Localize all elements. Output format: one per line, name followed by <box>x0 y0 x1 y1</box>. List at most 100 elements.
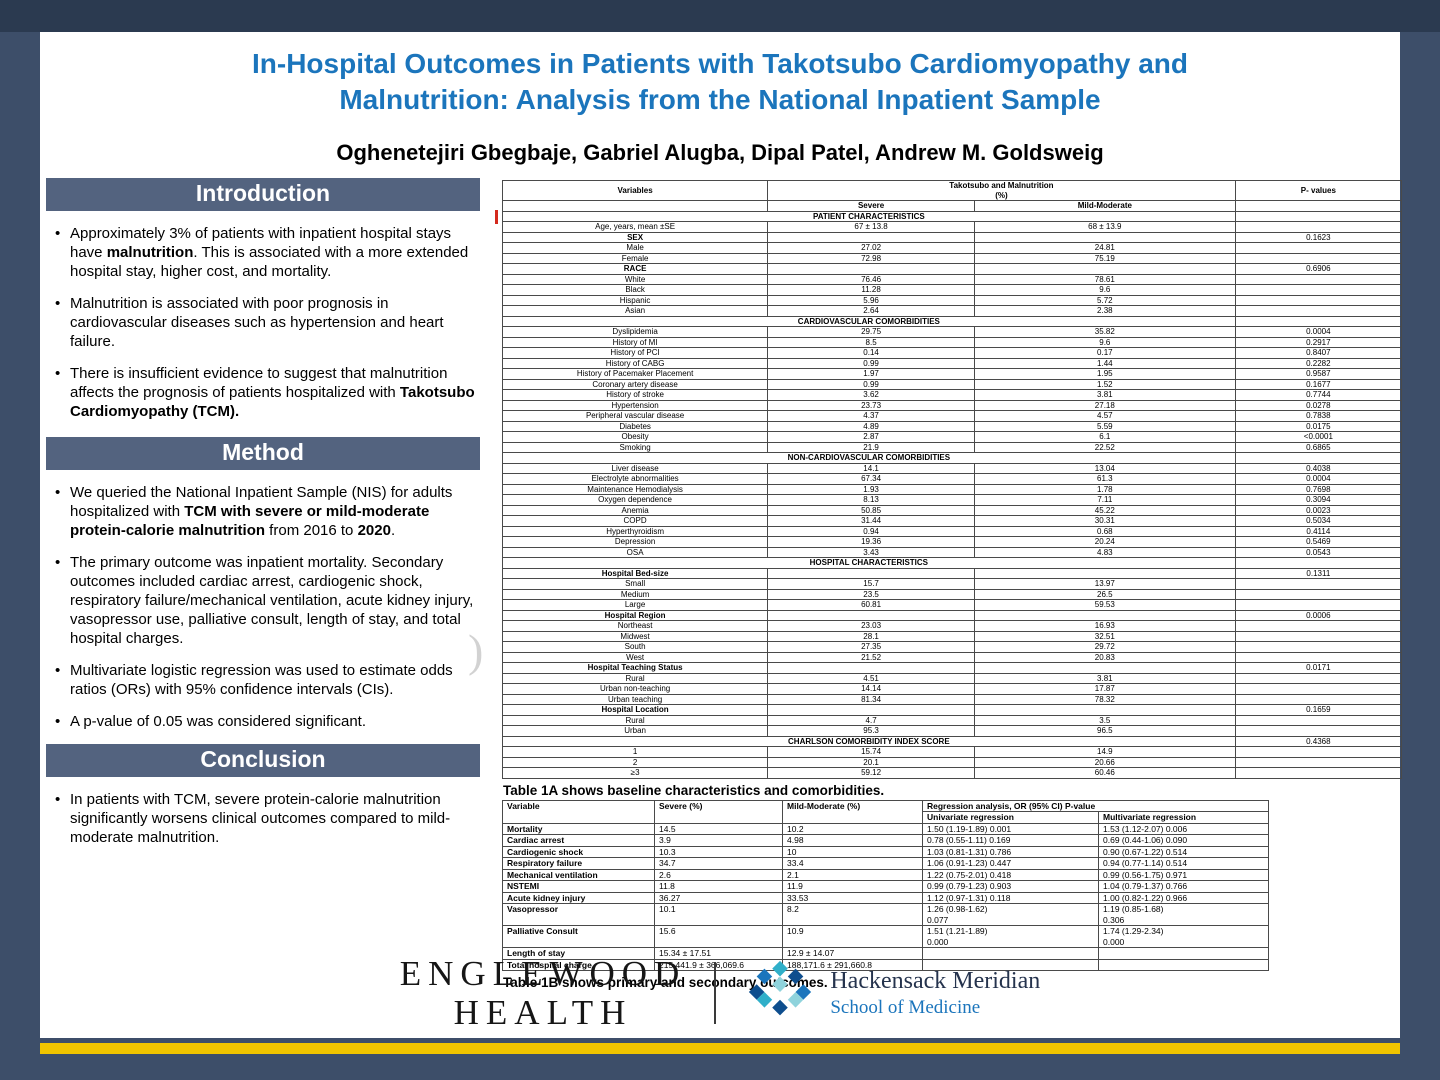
table1a-mild-header: Mild-Moderate <box>973 200 1236 212</box>
table1a-row: Liver disease 14.1 13.04 0.4038 <box>501 462 1403 474</box>
table1b-row: Cardiac arrest 3.9 4.98 0.78 (0.55-1.11) 0.… <box>502 834 1269 847</box>
table1a-row: Hospital Location 0.1659 <box>501 704 1403 716</box>
table-cell <box>1234 599 1403 611</box>
table1b-regression-header: Regression analysis, OR (95% CI) P-value <box>922 799 1269 812</box>
table1a-row: History of stroke 3.62 3.81 0.7744 <box>501 389 1403 401</box>
table-cell: Total hospital charge <box>502 958 655 971</box>
table-cell: Diabetes <box>501 420 769 432</box>
table-cell: 23.73 <box>767 399 975 411</box>
bullet-item: Approximately 3% of patients with inpati… <box>54 224 478 281</box>
table-cell: 10.9 <box>782 925 923 948</box>
table1a-row: White 76.46 78.61 <box>501 273 1403 285</box>
table-cell: 2.38 <box>973 305 1236 317</box>
table-cell: Urban non-teaching <box>501 683 769 695</box>
table-cell: 8.5 <box>767 336 975 348</box>
table-cell: 36.27 <box>654 891 783 904</box>
table-cell: 1.26 (0.98-1.62) 0.077 <box>922 903 1099 926</box>
table-cell: 32.51 <box>973 630 1236 642</box>
table1b-body: Mortality 14.5 10.2 1.50 (1.19-1.89) 0.001 1… <box>502 822 1269 971</box>
table-cell <box>1098 958 1269 971</box>
table-cell: 1.22 (0.75-2.01) 0.418 <box>922 868 1099 881</box>
table-cell: Black <box>501 284 769 296</box>
table1a-row: ≥3 59.12 60.46 <box>501 767 1403 779</box>
table1a-row: Black 11.28 9.6 <box>501 284 1403 296</box>
table1a-blank-header <box>1234 200 1403 212</box>
table-cell: 60.46 <box>973 767 1236 779</box>
left-column: Introduction Approximately 3% of patient… <box>46 178 480 863</box>
bullet-item: A p-value of 0.05 was considered signifi… <box>54 712 478 731</box>
table-cell: Rural <box>501 672 769 684</box>
table-cell <box>1098 947 1269 960</box>
table1a-caption: Table 1A shows baseline characteristics … <box>503 782 885 798</box>
table-cell: 0.6906 <box>1234 263 1403 275</box>
footer: ENGLEWOOD HEALTH Hackensack Meridian Sch… <box>40 950 1400 1036</box>
table-cell: Length of stay <box>502 947 655 960</box>
table-cell: 20.83 <box>973 651 1236 663</box>
table1a-row: Urban 95.3 96.5 <box>501 725 1403 737</box>
table-cell: West <box>501 651 769 663</box>
table1a-row: Urban teaching 81.34 78.32 <box>501 693 1403 705</box>
table-cell: 28.1 <box>767 630 975 642</box>
table-cell: History of PCI <box>501 347 769 359</box>
table-cell: RACE <box>501 263 769 275</box>
table-cell: 4.7 <box>767 714 975 726</box>
table-cell: 9.6 <box>973 284 1236 296</box>
table-cell: Northeast <box>501 620 769 632</box>
table-cell: Oxygen dependence <box>501 494 769 506</box>
table-cell: 3.81 <box>973 672 1236 684</box>
table-cell: 2.6 <box>654 868 783 881</box>
table-cell: Small <box>501 578 769 590</box>
table-cell: 1 <box>501 746 769 758</box>
table-cell: 0.0004 <box>1234 326 1403 338</box>
table-cell: 2.64 <box>767 305 975 317</box>
table-cell <box>767 662 975 674</box>
table-cell <box>767 263 975 275</box>
table-cell: Palliative Consult <box>502 925 655 948</box>
table-cell: 3.43 <box>767 546 975 558</box>
table-cell: Cardiogenic shock <box>502 845 655 858</box>
table-cell: Hospital Bed-size <box>501 567 769 579</box>
table1a-row: Urban non-teaching 14.14 17.87 <box>501 683 1403 695</box>
table-cell: 0.7838 <box>1234 410 1403 422</box>
table-cell: Anemia <box>501 504 769 516</box>
table1b-row: Mortality 14.5 10.2 1.50 (1.19-1.89) 0.001 1… <box>502 822 1269 835</box>
table1a-row: Male 27.02 24.81 <box>501 242 1403 254</box>
table-cell: 0.0175 <box>1234 420 1403 432</box>
table-cell: 0.17 <box>973 347 1236 359</box>
table-cell: Rural <box>501 714 769 726</box>
table1a-row: History of MI 8.5 9.6 0.2917 <box>501 336 1403 348</box>
table-cell: History of stroke <box>501 389 769 401</box>
table-1a: Variables Takotsubo and Malnutrition (%)… <box>501 180 1403 779</box>
table-cell: Obesity <box>501 431 769 443</box>
table1a-row: Hyperthyroidism 0.94 0.68 0.4114 <box>501 525 1403 537</box>
table-cell: 0.2282 <box>1234 357 1403 369</box>
table-cell: 9.6 <box>973 336 1236 348</box>
table-cell: History of CABG <box>501 357 769 369</box>
table-cell: 0.3094 <box>1234 494 1403 506</box>
table-cell: 75.19 <box>973 252 1236 264</box>
table-cell <box>1234 242 1403 254</box>
table1a-row: Rural 4.7 3.5 <box>501 714 1403 726</box>
poster-page: In-Hospital Outcomes in Patients with Ta… <box>40 32 1403 1038</box>
table1a-body: PATIENT CHARACTERISTICS Age, years, mean … <box>501 210 1403 779</box>
table-cell <box>1234 578 1403 590</box>
table-cell: Hyperthyroidism <box>501 525 769 537</box>
table-cell: 1.53 (1.12-2.07) 0.006 <box>1098 822 1269 835</box>
title-line-2: Malnutrition: Analysis from the National… <box>339 84 1101 115</box>
table-cell: 0.4114 <box>1234 525 1403 537</box>
table-cell: 14.9 <box>973 746 1236 758</box>
table1a-row: NON-CARDIOVASCULAR COMORBIDITIES <box>502 452 1403 464</box>
table-cell <box>1234 557 1403 569</box>
table1a-group-header: Takotsubo and Malnutrition (%) <box>767 180 1236 201</box>
table-cell: COPD <box>501 515 769 527</box>
table-cell <box>1234 714 1403 726</box>
table-cell: 59.53 <box>973 599 1236 611</box>
englewood-word: ENGLEWOOD <box>399 953 687 993</box>
table-cell: 21.9 <box>767 441 975 453</box>
table1a-row: Hospital Bed-size 0.1311 <box>501 567 1403 579</box>
table-cell: NSTEMI <box>502 880 655 893</box>
table-cell: 8.2 <box>782 903 923 926</box>
table-cell: 0.6865 <box>1234 441 1403 453</box>
table-cell: 68 ± 13.9 <box>973 221 1236 233</box>
bullet-item: In patients with TCM, severe protein-cal… <box>54 790 478 847</box>
